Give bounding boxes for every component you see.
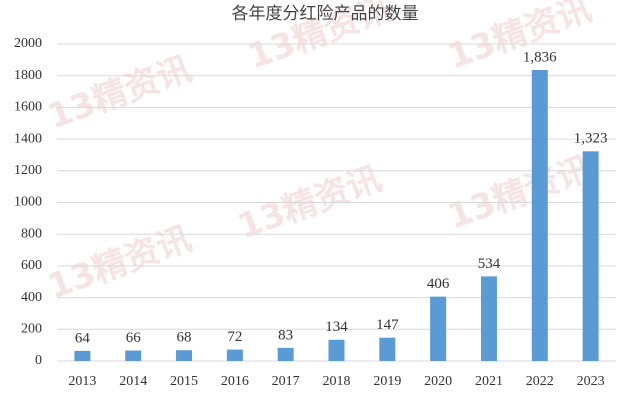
bar [125, 350, 142, 361]
watermark: 13精资讯 [43, 219, 197, 308]
value-label: 68 [177, 330, 192, 346]
y-tick-label: 200 [21, 322, 42, 337]
bar [328, 339, 345, 361]
chart-title: 各年度分红险产品的数量 [232, 4, 419, 24]
bar [430, 296, 447, 361]
y-tick-label: 1800 [14, 68, 42, 83]
y-tick-label: 1200 [14, 163, 42, 178]
x-tick-label: 2015 [170, 374, 198, 389]
value-label: 1,323 [574, 131, 608, 147]
value-label: 1,836 [523, 49, 557, 65]
bar [480, 276, 497, 361]
value-label: 147 [376, 317, 399, 333]
y-tick-label: 600 [21, 258, 42, 273]
x-tick-label: 2013 [68, 374, 96, 389]
y-tick-label: 800 [21, 226, 42, 241]
value-label: 66 [126, 330, 142, 346]
x-tick-label: 2020 [424, 374, 452, 389]
x-tick-label: 2016 [221, 374, 249, 389]
value-label: 64 [75, 330, 91, 346]
x-tick-label: 2022 [526, 374, 554, 389]
bar [379, 337, 396, 361]
bar [582, 151, 599, 361]
value-label: 406 [427, 276, 450, 292]
y-tick-label: 1400 [14, 131, 42, 146]
bar [226, 349, 243, 361]
bar [531, 69, 548, 361]
value-label: 134 [325, 319, 348, 335]
x-tick-label: 2023 [577, 374, 605, 389]
x-tick-label: 2018 [323, 374, 351, 389]
y-tick-label: 1600 [14, 100, 42, 115]
watermark: 13精资讯 [43, 49, 197, 138]
x-tick-label: 2014 [119, 374, 147, 389]
watermark: 13精资讯 [443, 0, 597, 77]
x-tick-label: 2019 [373, 374, 401, 389]
value-label: 534 [478, 256, 501, 272]
bar [74, 350, 91, 361]
bar [277, 347, 294, 361]
value-label: 83 [278, 327, 293, 343]
y-tick-label: 400 [21, 290, 42, 305]
bar [176, 350, 193, 361]
x-tick-label: 2021 [475, 374, 503, 389]
watermark: 13精资讯 [443, 149, 597, 238]
y-tick-label: 1000 [14, 195, 42, 210]
y-tick-label: 0 [35, 353, 42, 368]
value-label: 72 [227, 329, 242, 345]
x-tick-label: 2017 [272, 374, 300, 389]
y-tick-label: 2000 [14, 36, 42, 51]
